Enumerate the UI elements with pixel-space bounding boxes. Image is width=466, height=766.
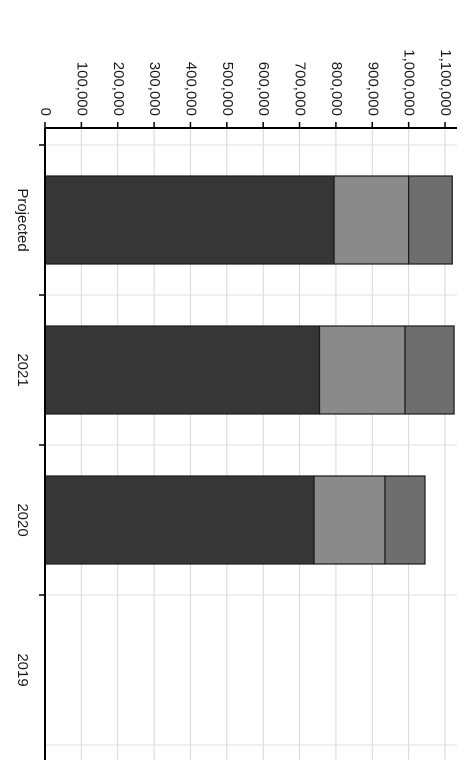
tick-labels: 0 100,000 200,000 300,000 400,000 500,000 600,… [14, 49, 454, 686]
category-label: 2021 [14, 353, 31, 386]
bars [44, 175, 455, 565]
value-tick-label: 100,000 [73, 62, 90, 116]
bar-segment-projected-3 [408, 175, 453, 265]
value-tick-label: 1,000,000 [401, 49, 418, 116]
category-label: 2020 [14, 503, 31, 536]
bar-segment-projected-2 [333, 175, 410, 265]
value-tick-label: 700,000 [292, 62, 309, 116]
bar-segment-2021-1 [44, 325, 321, 415]
category-label: Projected [14, 188, 31, 251]
value-tick-label: 1,100,000 [437, 49, 454, 116]
bar-segment-2021-3 [404, 325, 455, 415]
value-tick-label: 200,000 [110, 62, 127, 116]
value-tick-label: 0 [37, 108, 54, 116]
value-tick-label: 500,000 [219, 62, 236, 116]
bar-segment-2020-1 [44, 475, 315, 565]
bar-segment-2020-2 [313, 475, 386, 565]
value-tick-label: 600,000 [255, 62, 272, 116]
bar-segment-projected-1 [44, 175, 335, 265]
axes [39, 122, 457, 760]
bar-segment-2020-3 [384, 475, 426, 565]
bar-segment-2021-2 [318, 325, 406, 415]
value-tick-label: 300,000 [146, 62, 163, 116]
value-tick-label: 800,000 [328, 62, 345, 116]
value-tick-label: 900,000 [364, 62, 381, 116]
value-tick-label: 400,000 [182, 62, 199, 116]
category-label: 2019 [14, 653, 31, 686]
